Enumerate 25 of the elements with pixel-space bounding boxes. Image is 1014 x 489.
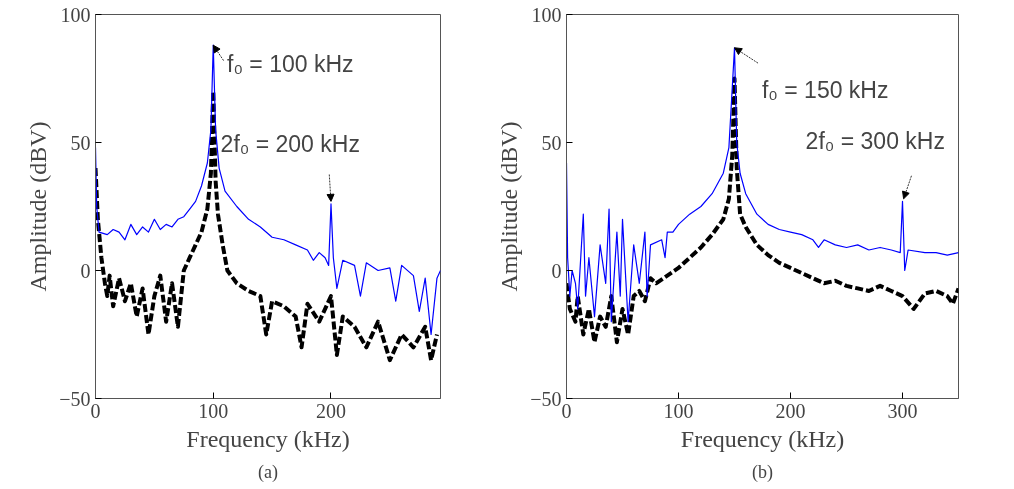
text: (b): [752, 461, 774, 483]
y-tick-label: 0: [80, 259, 91, 282]
annotation: f₀ = 100 kHz: [227, 51, 354, 78]
line-series: [566, 76, 959, 345]
y-axis-title: Amplitude (dBV): [496, 121, 523, 292]
y-tick-label: 100: [60, 3, 91, 26]
annotation: f₀ = 150 kHz: [761, 77, 889, 104]
x-axis-title: Frequency (kHz): [186, 425, 350, 452]
x-axis-title: Frequency (kHz): [680, 425, 845, 452]
x-tick-label: 200: [775, 399, 806, 422]
y-tick-label: 0: [551, 259, 562, 282]
y-tick-label: 50: [70, 131, 91, 154]
y-axis-title: Amplitude (dBV): [25, 121, 52, 292]
annotation: 2f₀ = 300 kHz: [805, 128, 945, 155]
annotation: 2f₀ = 200 kHz: [220, 130, 360, 157]
y-tick-label: −50: [530, 387, 562, 410]
y-tick-label: 50: [541, 131, 562, 154]
x-tick-label: 300: [887, 399, 918, 422]
text: (a): [258, 461, 278, 483]
x-tick-label: 100: [198, 399, 229, 422]
x-tick-label: 100: [663, 399, 694, 422]
y-tick-label: −50: [59, 387, 91, 410]
x-tick-label: 200: [315, 399, 346, 422]
y-tick-label: 100: [531, 3, 562, 26]
line-series: [566, 47, 959, 323]
